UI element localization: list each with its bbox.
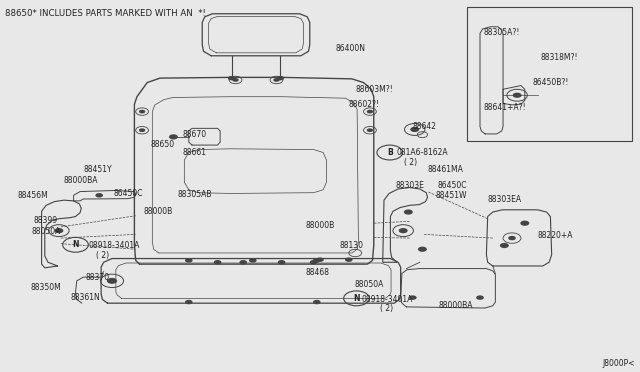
Text: 08918-3401A: 08918-3401A (362, 295, 413, 304)
Text: J8000P<: J8000P< (602, 359, 635, 368)
Text: 88468: 88468 (305, 268, 329, 277)
Text: 88399: 88399 (34, 216, 58, 225)
Text: 88220+A: 88220+A (538, 231, 573, 240)
Text: 88451Y: 88451Y (83, 165, 112, 174)
Circle shape (214, 260, 221, 264)
Circle shape (139, 128, 145, 132)
Text: 88000BA: 88000BA (438, 301, 473, 310)
Text: 88303EA: 88303EA (488, 195, 522, 204)
Text: 88370: 88370 (85, 273, 109, 282)
Text: 88305A?!: 88305A?! (483, 28, 520, 37)
Circle shape (185, 300, 193, 304)
Circle shape (249, 258, 257, 263)
Circle shape (185, 258, 193, 263)
Circle shape (107, 278, 117, 284)
Circle shape (367, 110, 373, 113)
Circle shape (410, 127, 419, 132)
Text: 88641+A?!: 88641+A?! (483, 103, 526, 112)
Circle shape (404, 209, 413, 215)
Text: 88670: 88670 (182, 130, 207, 139)
Circle shape (310, 260, 317, 264)
Text: 88130: 88130 (339, 241, 364, 250)
Text: 88000BA: 88000BA (64, 176, 99, 185)
Circle shape (476, 295, 484, 300)
Text: 88000B: 88000B (144, 207, 173, 216)
Text: ( 2): ( 2) (380, 304, 394, 313)
Text: 88602?!: 88602?! (349, 100, 380, 109)
Text: 88318M?!: 88318M?! (541, 53, 579, 62)
Text: ( 2): ( 2) (404, 158, 418, 167)
Circle shape (278, 260, 285, 264)
Text: 88650: 88650 (150, 140, 175, 149)
Text: 88603M?!: 88603M?! (355, 85, 393, 94)
Text: 88303E: 88303E (396, 181, 424, 190)
Circle shape (367, 128, 373, 132)
Circle shape (276, 76, 284, 80)
Text: 86450C: 86450C (437, 182, 467, 190)
Text: 86400N: 86400N (336, 44, 366, 53)
Text: 88350M: 88350M (31, 283, 61, 292)
Text: B: B (387, 148, 392, 157)
FancyBboxPatch shape (467, 7, 632, 141)
Text: 86450C: 86450C (113, 189, 143, 198)
Text: 08918-3401A: 08918-3401A (88, 241, 140, 250)
Text: 88451W: 88451W (435, 191, 467, 200)
Circle shape (345, 257, 353, 262)
Circle shape (232, 78, 239, 82)
Circle shape (313, 258, 321, 263)
Circle shape (520, 221, 529, 226)
Text: 88050A: 88050A (32, 227, 61, 236)
Circle shape (500, 243, 509, 248)
Text: 86450B?!: 86450B?! (532, 78, 569, 87)
Circle shape (313, 300, 321, 304)
Text: 88461MA: 88461MA (428, 165, 463, 174)
Text: 88305AB: 88305AB (178, 190, 212, 199)
Text: 88361N: 88361N (70, 293, 100, 302)
Circle shape (169, 134, 178, 140)
Text: N: N (353, 294, 360, 303)
Circle shape (273, 78, 280, 82)
Circle shape (508, 236, 516, 240)
Text: 88650* INCLUDES PARTS MARKED WITH AN  *!: 88650* INCLUDES PARTS MARKED WITH AN *! (5, 9, 206, 18)
Text: ( 2): ( 2) (96, 251, 109, 260)
Circle shape (139, 110, 145, 113)
Text: 88661: 88661 (182, 148, 206, 157)
Text: 081A6-8162A: 081A6-8162A (397, 148, 449, 157)
Text: 88456M: 88456M (17, 191, 48, 200)
Circle shape (409, 295, 417, 300)
Text: N: N (72, 240, 79, 249)
Circle shape (54, 228, 63, 233)
Circle shape (228, 76, 236, 80)
Circle shape (95, 193, 103, 198)
Text: 88050A: 88050A (355, 280, 384, 289)
Circle shape (239, 260, 247, 264)
Circle shape (513, 93, 522, 98)
Text: 88642: 88642 (413, 122, 437, 131)
Text: 88000B: 88000B (306, 221, 335, 230)
Circle shape (418, 247, 427, 252)
Circle shape (316, 257, 324, 262)
Circle shape (399, 228, 408, 233)
